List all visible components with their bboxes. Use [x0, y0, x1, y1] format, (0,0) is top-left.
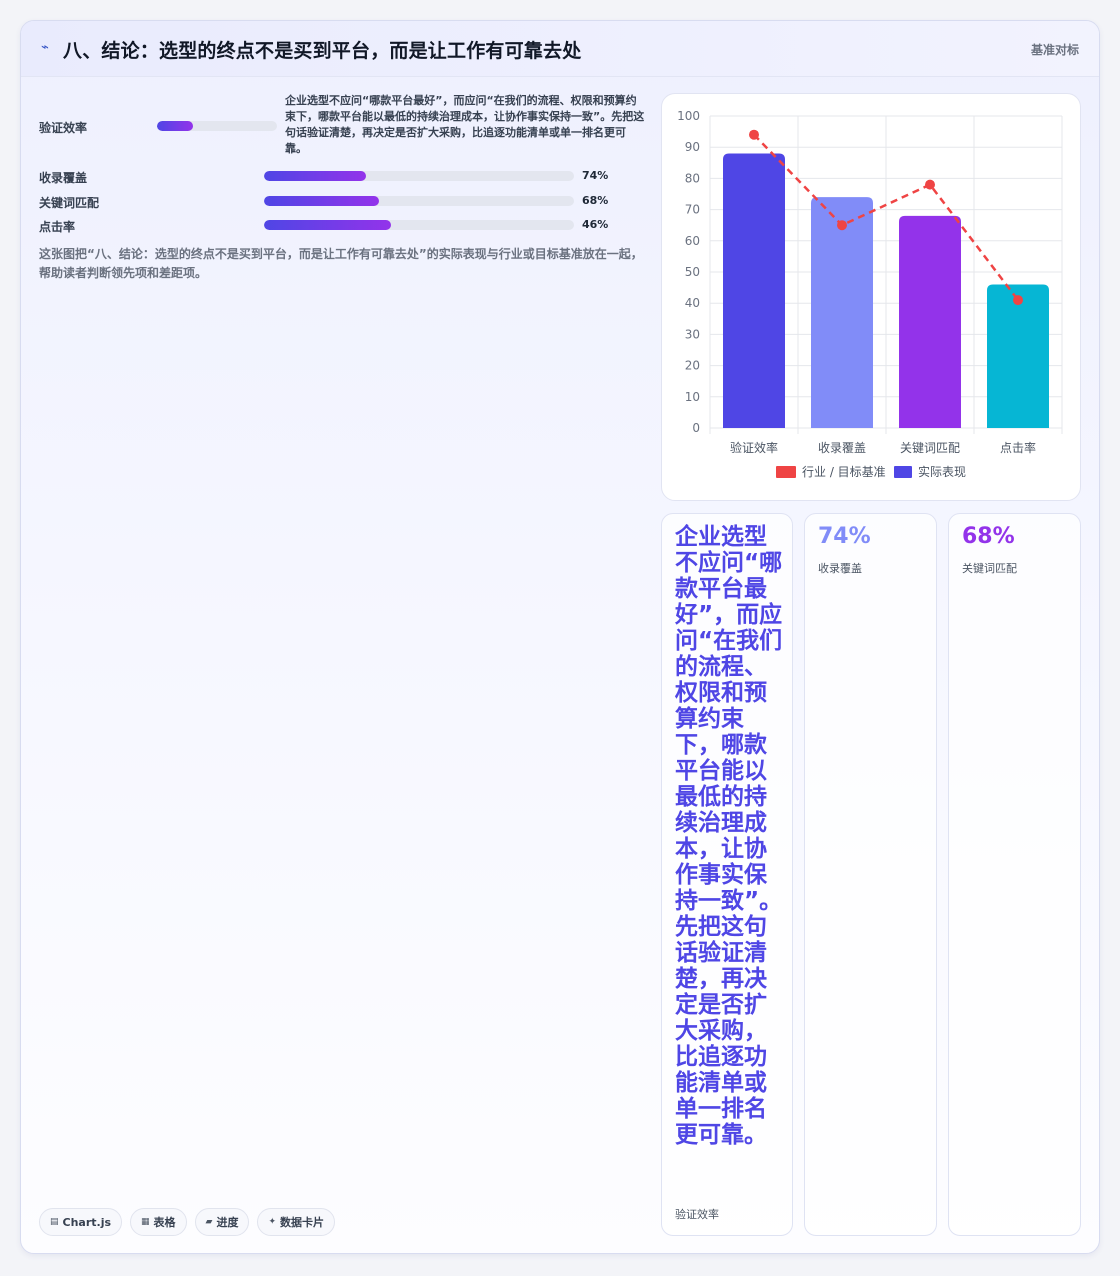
- y-tick-label: 70: [685, 203, 700, 217]
- bar-2: [811, 197, 873, 428]
- progress-fill-verify: [157, 121, 193, 131]
- legend-swatch-actual: [894, 466, 912, 478]
- chip-progress[interactable]: ▰ 进度: [194, 1208, 250, 1236]
- progress-icon: ▰: [205, 1217, 213, 1227]
- metric-label-ctr: 点击率: [39, 220, 76, 234]
- progress-track-keyword: [264, 196, 574, 206]
- metric-value-ctr: 46%: [582, 218, 609, 231]
- progress-track-verify: [157, 121, 277, 131]
- y-tick-label: 30: [685, 327, 700, 341]
- feature-chips: ▤ Chart.js ▦ 表格 ▰ 进度 ✦ 数据卡片: [39, 1208, 336, 1236]
- pulse-icon: ⌁: [41, 40, 49, 55]
- legend-label-benchmark: 行业 / 目标基准: [802, 465, 886, 479]
- benchmark-chart: 0 10 20 30 40 50 60 70 80 90 100 验证效率 收录覆盖 关键词匹配 点击率行业…: [677, 109, 1063, 479]
- progress-fill-ctr: [264, 220, 392, 230]
- legend-swatch-benchmark: [776, 466, 796, 478]
- x-tick-label: 关键词匹配: [900, 441, 960, 455]
- metric-value-keyword: 68%: [582, 194, 609, 207]
- progress-fill-keyword: [264, 196, 379, 206]
- stat-card-keyword: 68% 关键词匹配: [948, 513, 1081, 1236]
- stat-label: 关键词匹配: [962, 562, 1017, 575]
- legend-label-actual: 实际表现: [918, 464, 966, 479]
- benchmark-point-2: [837, 220, 847, 231]
- bar-1: [723, 153, 785, 428]
- note-text: 企业选型不应问“哪款平台最好”，而应问“在我们的流程、权限和预算约束下，哪款平台…: [285, 94, 645, 155]
- chart-icon: ▤: [50, 1217, 59, 1227]
- stat-value: 74%: [818, 524, 871, 549]
- benchmark-point-3: [925, 179, 935, 190]
- progress-fill-coverage: [264, 171, 367, 181]
- y-tick-label: 10: [685, 390, 700, 404]
- stat-value: 68%: [962, 524, 1015, 549]
- benchmark-line: [753, 133, 1019, 301]
- y-tick-label: 0: [692, 421, 700, 435]
- page-title: 八、结论：选型的终点不是买到平台，而是让工作有可靠去处: [63, 40, 582, 62]
- stat-card-verify: 企业选型不应问“哪款平台最好”，而应问“在我们的流程、权限和预算约束下，哪款平台…: [661, 513, 793, 1236]
- chip-label: 表格: [153, 1216, 176, 1229]
- y-tick-label: 60: [685, 234, 700, 248]
- benchmark-point-1: [749, 129, 759, 140]
- stat-label: 验证效率: [675, 1208, 719, 1221]
- chip-data-card[interactable]: ✦ 数据卡片: [257, 1208, 336, 1236]
- metric-value-coverage: 74%: [582, 169, 609, 182]
- y-tick-label: 50: [685, 265, 700, 279]
- benchmark-point-4: [1013, 295, 1023, 306]
- card-header: ⌁ 八、结论：选型的终点不是买到平台，而是让工作有可靠去处 基准对标: [21, 21, 1099, 77]
- bar-3: [899, 215, 961, 428]
- progress-track-coverage: [264, 171, 574, 181]
- report-card: ⌁ 八、结论：选型的终点不是买到平台，而是让工作有可靠去处 基准对标 验证效率 …: [20, 20, 1100, 1254]
- card-icon: ✦: [268, 1217, 277, 1227]
- benchmark-tag: 基准对标: [1030, 43, 1079, 57]
- metric-label-verify: 验证效率: [39, 121, 88, 135]
- chart-description: 这张图把“八、结论：选型的终点不是买到平台，而是让工作有可靠去处”的实际表现与行…: [39, 247, 643, 280]
- chart-panel: 0 10 20 30 40 50 60 70 80 90 100 验证效率 收录覆盖 关键词匹配 点击率行业…: [661, 93, 1081, 501]
- x-tick-label: 验证效率: [730, 440, 778, 455]
- y-tick-label: 40: [685, 296, 700, 310]
- stat-label: 收录覆盖: [818, 562, 862, 575]
- metric-label-keyword: 关键词匹配: [39, 196, 100, 210]
- x-tick-label: 收录覆盖: [818, 441, 866, 455]
- chip-label: Chart.js: [62, 1215, 112, 1229]
- x-tick-label: 点击率: [1000, 440, 1036, 455]
- stat-value: 企业选型不应问“哪款平台最好”，而应问“在我们的流程、权限和预算约束下，哪款平台…: [675, 524, 783, 1148]
- chip-label: 数据卡片: [280, 1216, 325, 1229]
- y-tick-label: 80: [685, 171, 700, 185]
- stat-card-coverage: 74% 收录覆盖: [804, 513, 937, 1236]
- y-tick-label: 90: [685, 140, 700, 154]
- chip-chartjs[interactable]: ▤ Chart.js: [39, 1208, 123, 1236]
- y-tick-label: 20: [685, 359, 700, 373]
- table-icon: ▦: [141, 1217, 150, 1227]
- chip-table[interactable]: ▦ 表格: [130, 1208, 187, 1236]
- progress-track-ctr: [264, 220, 574, 230]
- metric-label-coverage: 收录覆盖: [39, 171, 88, 185]
- y-tick-label: 100: [677, 109, 700, 123]
- bar-4: [987, 284, 1049, 428]
- chip-label: 进度: [216, 1216, 239, 1229]
